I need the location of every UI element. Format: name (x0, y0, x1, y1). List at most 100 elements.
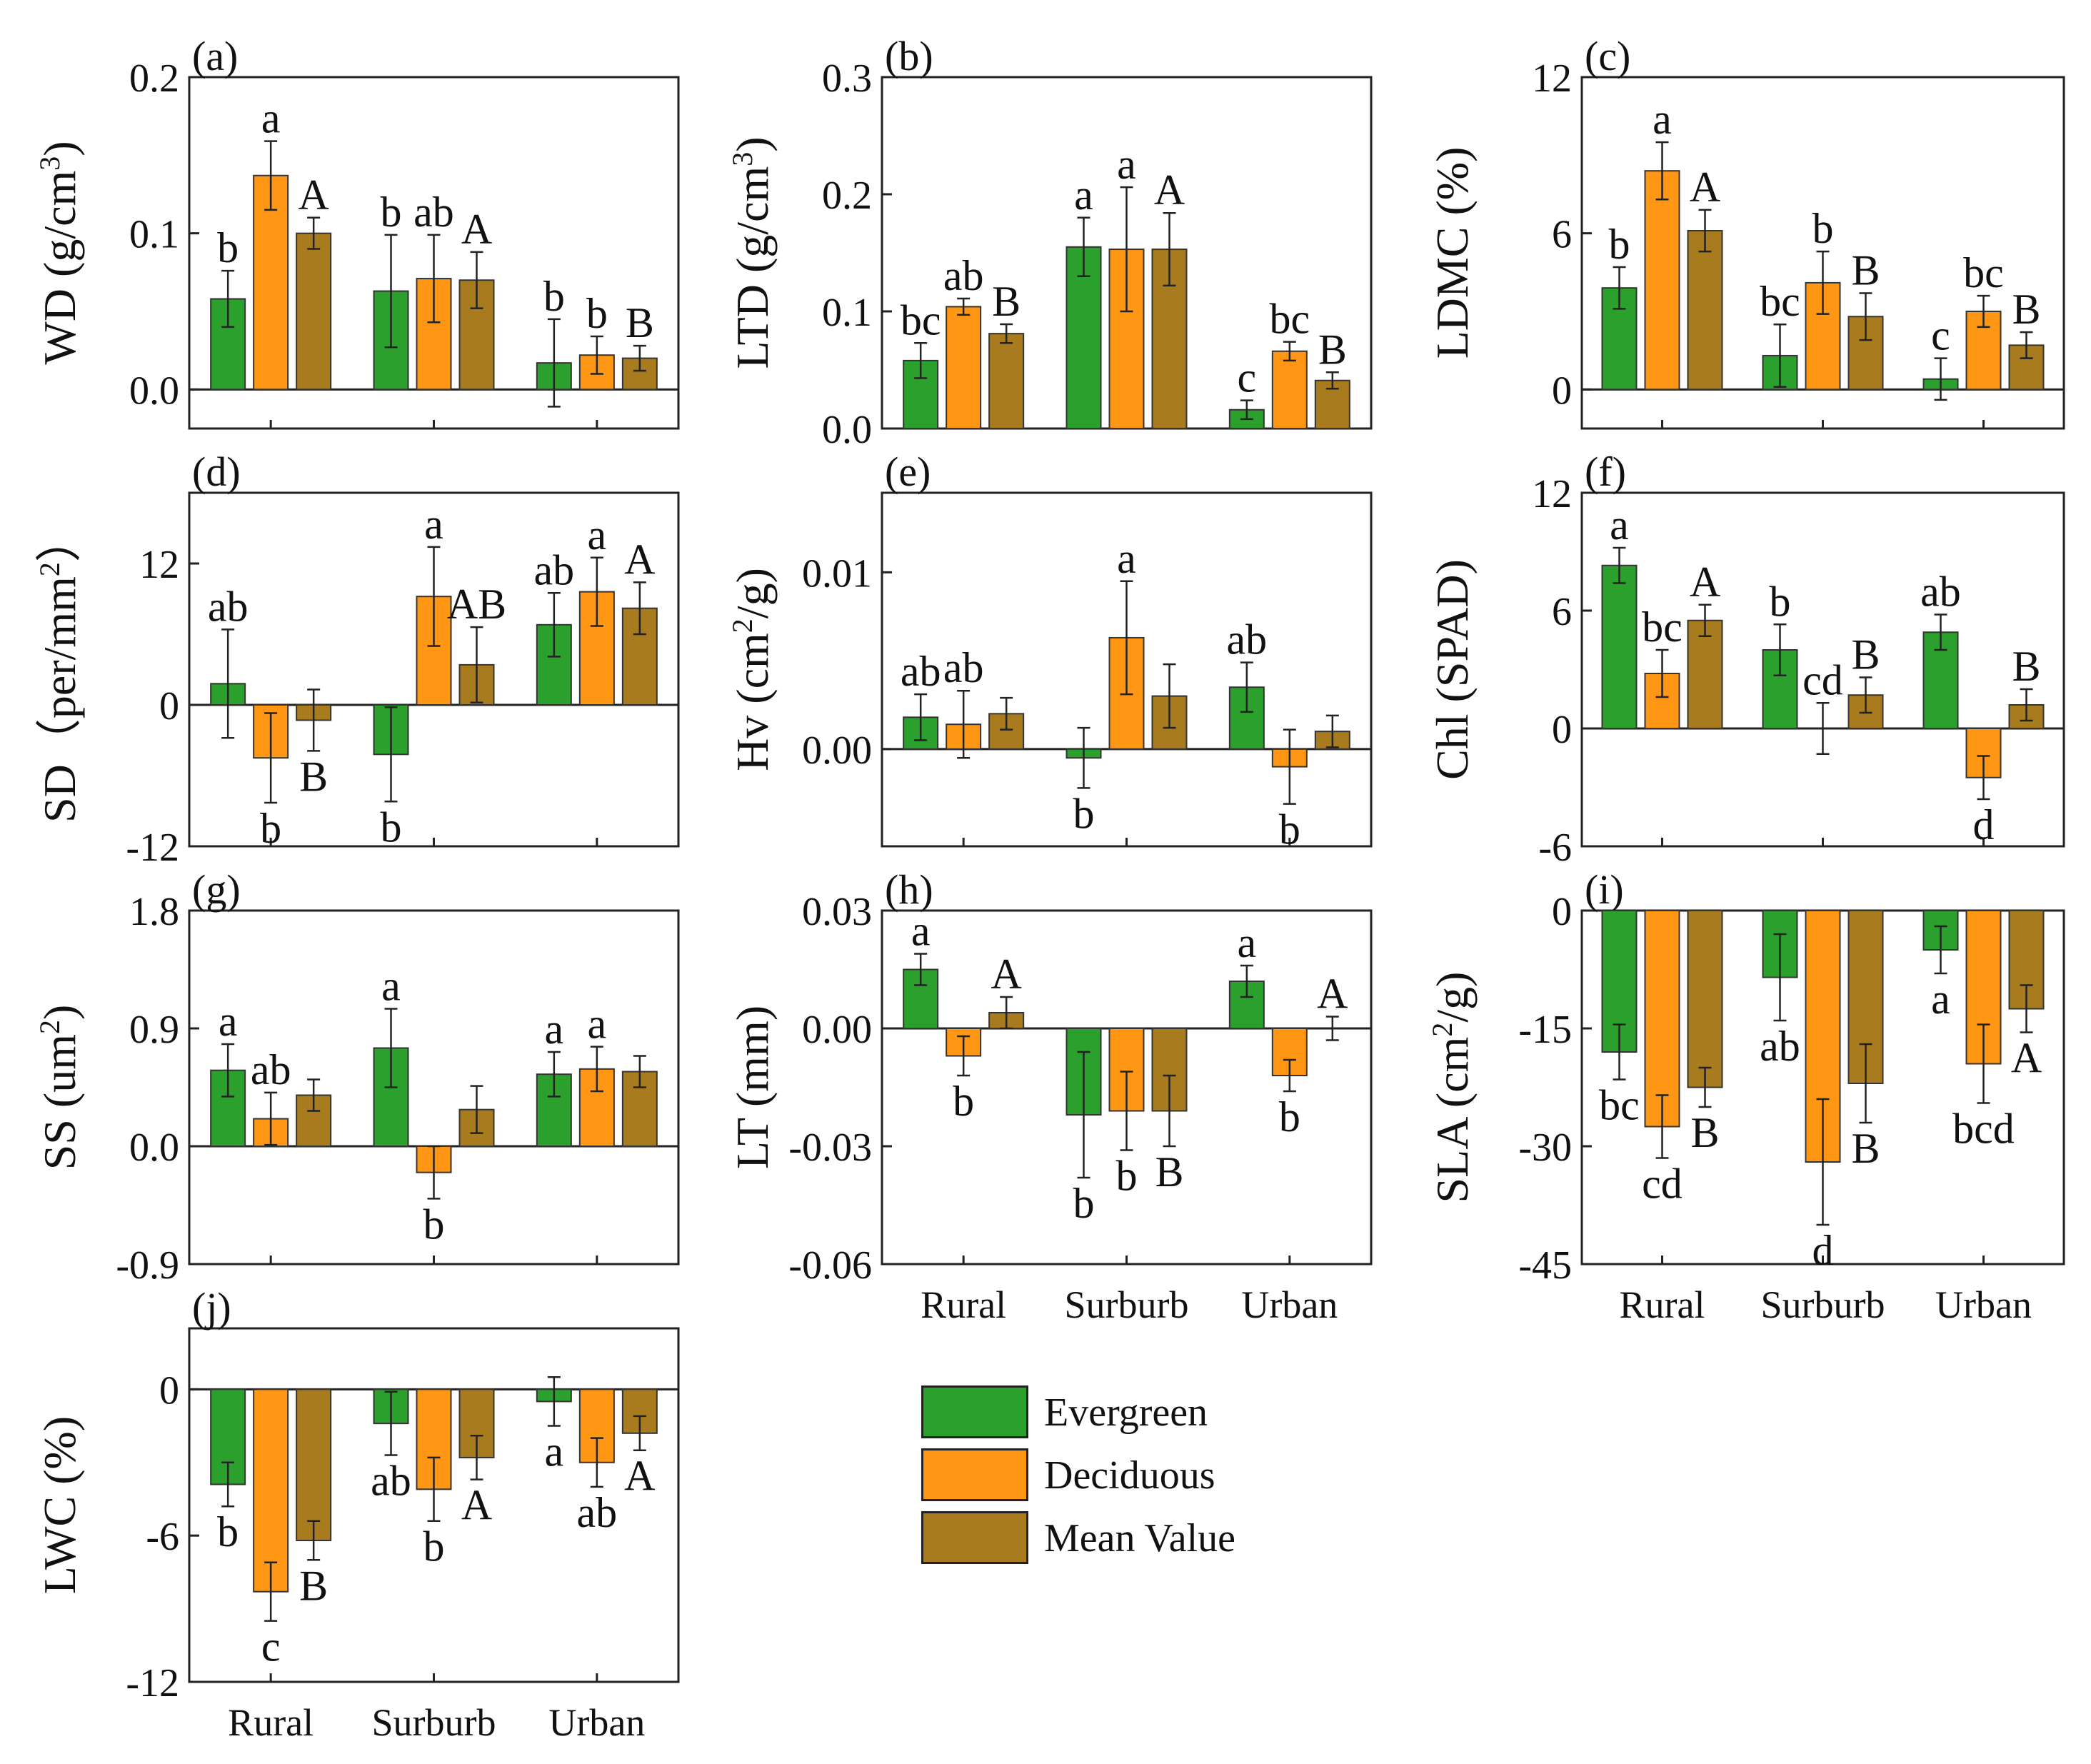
y-axis-label-text: LWC (%) (34, 1416, 85, 1594)
bar-evergreen-urban (1228, 686, 1265, 750)
y-axis-label-text: WD (g/cm (34, 171, 85, 365)
y-tick-label: 0 (159, 684, 179, 728)
chart-panel-j: -12-60(j)LWC (%)RuralbcBSurburbabbAUrban… (34, 1284, 680, 1744)
significance-letter: B (1851, 631, 1880, 678)
y-axis-label-text: /g) (727, 568, 778, 618)
legend-label-mean-value: Mean Value (1044, 1516, 1235, 1560)
bar-mean-value-rural (296, 1388, 332, 1542)
significance-letter: a (1610, 501, 1629, 548)
y-tick-label: -6 (146, 1515, 179, 1559)
significance-letter: b (586, 290, 608, 337)
y-tick-label: 0.01 (802, 551, 872, 596)
legend-item-mean-value: Mean Value (921, 1511, 1321, 1567)
significance-letter: a (1653, 96, 1672, 143)
significance-letter: cd (1802, 656, 1843, 703)
significance-letter: A (461, 206, 492, 253)
significance-letter: B (299, 753, 328, 800)
y-axis-label-text: SLA (cm (1427, 1037, 1478, 1203)
legend-item-evergreen: Evergreen (921, 1385, 1321, 1441)
significance-letter: a (1074, 171, 1093, 219)
y-tick-label: 0.03 (802, 890, 872, 934)
y-tick-label: -12 (126, 1661, 179, 1705)
significance-letter: A (298, 171, 329, 219)
bar-mean-value-rural (296, 232, 332, 391)
x-tick-label-urban: Urban (1241, 1283, 1338, 1326)
significance-letter: B (299, 1562, 328, 1609)
panel-label: (e) (885, 448, 931, 495)
y-axis-label: LDMC (%) (1427, 147, 1478, 359)
significance-letter: b (953, 1078, 974, 1125)
legend-swatch-mean-value (921, 1511, 1028, 1564)
significance-letter: ab (1760, 1023, 1800, 1070)
significance-letter: AB (447, 581, 506, 628)
significance-letter: a (1931, 976, 1950, 1023)
y-axis-label-text: Chl (SPAD) (1427, 559, 1478, 780)
y-axis-label: SS (um2) (34, 1005, 86, 1171)
significance-letter: a (588, 1001, 607, 1048)
panel-label: (h) (885, 866, 933, 913)
x-tick-label-rural: Rural (228, 1701, 314, 1744)
significance-letter: A (624, 536, 655, 583)
chart-panel-a: 0.00.10.2 (a)WD (g/cm3)baA b ab Ab b B (34, 33, 680, 430)
significance-letter: B (1155, 1148, 1183, 1196)
y-tick-label: 0.1 (822, 291, 872, 335)
significance-letter: b (423, 1523, 445, 1570)
y-tick-label: 1.8 (129, 890, 179, 934)
y-axis-label-superscript: 2 (726, 618, 758, 633)
significance-letter: bc (901, 296, 941, 344)
significance-letter: B (2012, 643, 2040, 690)
significance-letter: a (381, 963, 401, 1010)
panel-label: (c) (1585, 33, 1630, 79)
significance-letter: a (545, 1006, 564, 1053)
panel-label: (g) (192, 866, 241, 913)
significance-letter: b (1116, 1153, 1138, 1200)
panel-label: (i) (1585, 866, 1624, 913)
y-tick-label: 0 (1552, 890, 1572, 934)
significance-letter: ab (943, 644, 984, 691)
x-tick-label-surburb: Surburb (1761, 1283, 1885, 1326)
y-axis-label: SD（per/mm2） (34, 516, 86, 823)
bar-deciduous-rural (946, 306, 982, 429)
y-axis-label-text: ) (34, 1005, 85, 1020)
significance-letter: b (543, 273, 565, 320)
y-tick-label: 0.0 (129, 369, 179, 413)
y-axis-label: WD (g/cm3) (34, 141, 86, 364)
legend-label-evergreen: Evergreen (1044, 1390, 1208, 1435)
y-tick-label: 6 (1552, 213, 1572, 257)
bar-mean-value-rural (1687, 230, 1723, 391)
legend: Evergreen Deciduous Mean Value (921, 1385, 1321, 1578)
significance-letter: a (1117, 535, 1136, 582)
y-tick-label: 0.0 (129, 1126, 179, 1170)
x-tick-label-rural: Rural (921, 1283, 1006, 1326)
y-tick-label: 12 (139, 543, 179, 587)
y-tick-label: 0.1 (129, 213, 179, 257)
bar-deciduous-urban (1965, 728, 2002, 778)
significance-letter: A (1690, 164, 1720, 211)
y-axis-label-superscript: 2 (1426, 1023, 1458, 1037)
x-tick-label-surburb: Surburb (372, 1701, 496, 1744)
significance-letter: a (219, 998, 238, 1045)
y-axis-label-text: Hv (cm (727, 633, 778, 771)
y-tick-label: 0.3 (822, 56, 872, 101)
significance-letter: A (624, 1453, 655, 1500)
chart-panel-h: -0.06 -0.03 0.00 0.03 (h) LT (mm) Rural a b A Surb… (727, 866, 1373, 1326)
significance-letter: a (424, 501, 443, 548)
legend-swatch-deciduous (921, 1448, 1028, 1501)
significance-letter: a (588, 511, 607, 558)
significance-letter: b (1279, 806, 1300, 853)
bar-deciduous-urban (1271, 350, 1308, 430)
y-tick-label: 0.9 (129, 1008, 179, 1052)
y-axis-label-text: LT (mm) (727, 1006, 778, 1169)
significance-letter: a (1117, 141, 1136, 188)
bar-mean-value-urban (621, 1388, 658, 1434)
y-tick-label: -12 (126, 826, 179, 870)
y-axis-label-text: SD（per/mm (34, 576, 85, 823)
x-tick-label-rural: Rural (1620, 1283, 1705, 1326)
significance-letter: B (2012, 286, 2040, 333)
legend-label-deciduous: Deciduous (1044, 1453, 1215, 1498)
significance-letter: ab (577, 1489, 618, 1536)
significance-letter: cd (1642, 1161, 1683, 1208)
